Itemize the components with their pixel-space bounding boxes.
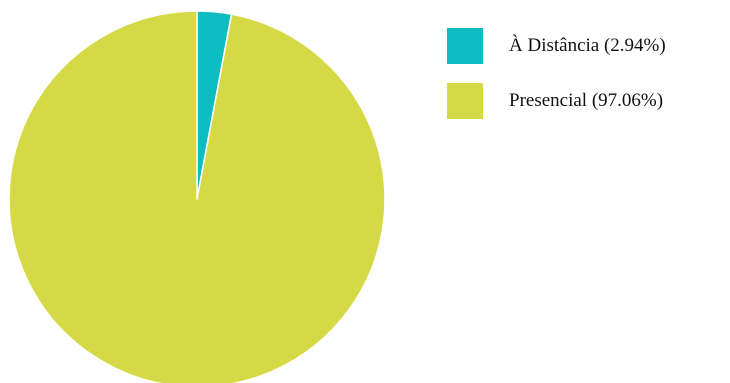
- pie-slice-presencial: [8, 10, 386, 383]
- legend-label-a-distancia: À Distância (2.94%): [509, 35, 666, 56]
- legend-swatch-a-distancia: [447, 28, 483, 64]
- legend: À Distância (2.94%) Presencial (97.06%): [447, 28, 727, 119]
- legend-item-presencial: Presencial (97.06%): [447, 83, 727, 119]
- legend-item-a-distancia: À Distância (2.94%): [447, 28, 727, 64]
- legend-swatch-presencial: [447, 83, 483, 119]
- legend-label-presencial: Presencial (97.06%): [509, 90, 664, 111]
